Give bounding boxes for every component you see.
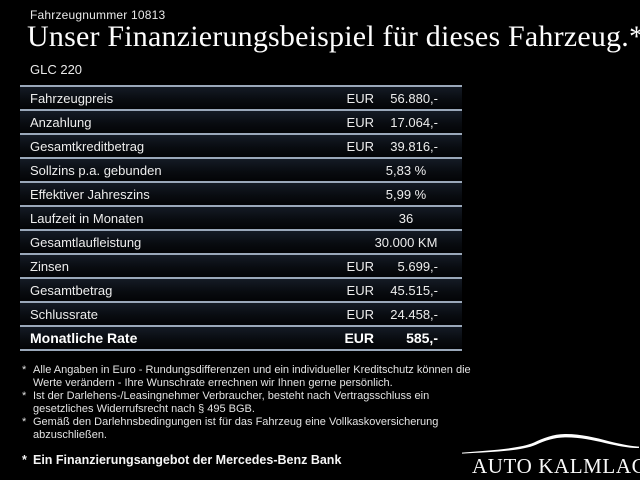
row-value: 5,83 % <box>385 162 427 178</box>
footnote-marker: * <box>22 416 27 428</box>
bank-note-text: Ein Finanzierungsangebot der Mercedes-Be… <box>33 453 342 467</box>
page-title: Unser Finanzierungsbeispiel für dieses F… <box>27 20 640 53</box>
footnote-marker: * <box>22 453 27 467</box>
vehicle-number: Fahrzeugnummer 10813 <box>30 8 166 22</box>
row-currency: EUR <box>346 306 374 322</box>
footnote: * Ist der Darlehens-/Leasingnehmer Verbra… <box>22 390 474 416</box>
row-value: 5,99 % <box>385 186 427 202</box>
finance-row: Effektiver Jahreszins 5,99 % <box>20 181 462 205</box>
row-value: 56.880,- <box>390 90 438 106</box>
row-label: Gesamtkreditbetrag <box>30 138 145 154</box>
finance-row: Anzahlung EUR 17.064,- <box>20 109 462 133</box>
row-value: 39.816,- <box>390 138 438 154</box>
row-currency: EUR <box>346 258 374 274</box>
row-label: Laufzeit in Monaten <box>30 210 144 226</box>
row-value: 36 <box>398 210 414 226</box>
dealer-logo: AUTO KALMLAGE <box>438 427 640 480</box>
footnotes: * Alle Angaben in Euro - Rundungsdifferen… <box>22 364 474 442</box>
footnote-marker: * <box>22 390 27 402</box>
row-label: Gesamtlaufleistung <box>30 234 142 250</box>
finance-row: Zinsen EUR 5.699,- <box>20 253 462 277</box>
row-value: 5.699,- <box>397 258 438 274</box>
row-currency: EUR <box>346 138 374 154</box>
finance-row: Gesamtkreditbetrag EUR 39.816,- <box>20 133 462 157</box>
row-label: Monatliche Rate <box>30 330 138 346</box>
row-currency: EUR <box>344 330 374 346</box>
row-label: Effektiver Jahreszins <box>30 186 150 202</box>
row-value: 585,- <box>406 330 438 346</box>
vehicle-model: GLC 220 <box>30 62 83 77</box>
footnote: * Alle Angaben in Euro - Rundungsdifferen… <box>22 364 474 390</box>
footnote-text: Gemäß den Darlehnsbedingungen ist für da… <box>33 416 439 441</box>
row-label: Sollzins p.a. gebunden <box>30 162 162 178</box>
finance-row: Fahrzeugpreis EUR 56.880,- <box>20 85 462 109</box>
row-currency: EUR <box>346 282 374 298</box>
row-label: Schlussrate <box>30 306 98 322</box>
footnote: * Gemäß den Darlehnsbedingungen ist für d… <box>22 416 474 442</box>
row-value: 24.458,- <box>390 306 438 322</box>
finance-row: Gesamtlaufleistung 30.000 KM <box>20 229 462 253</box>
finance-row: Laufzeit in Monaten 36 <box>20 205 462 229</box>
row-value: 45.515,- <box>390 282 438 298</box>
row-label: Fahrzeugpreis <box>30 90 114 106</box>
bank-note: * Ein Finanzierungsangebot der Mercedes-B… <box>22 453 442 467</box>
row-value: 17.064,- <box>390 114 438 130</box>
finance-row: Sollzins p.a. gebunden 5,83 % <box>20 157 462 181</box>
row-label: Gesamtbetrag <box>30 282 113 298</box>
finance-row: Schlussrate EUR 24.458,- <box>20 301 462 325</box>
row-currency: EUR <box>346 114 374 130</box>
row-label: Zinsen <box>30 258 70 274</box>
footnote-marker: * <box>22 364 27 376</box>
row-label: Anzahlung <box>30 114 92 130</box>
finance-row: Monatliche Rate EUR 585,- <box>20 325 462 349</box>
row-currency: EUR <box>346 90 374 106</box>
finance-row: Gesamtbetrag EUR 45.515,- <box>20 277 462 301</box>
finance-table: Fahrzeugpreis EUR 56.880,- Anzahlung EUR 17.0… <box>20 85 462 351</box>
footnote-text: Alle Angaben in Euro - Rundungsdifferenz… <box>33 364 471 389</box>
row-value: 30.000 KM <box>374 234 438 250</box>
footnote-text: Ist der Darlehens-/Leasingnehmer Verbrau… <box>33 390 430 415</box>
dealer-name: AUTO KALMLAGE <box>472 454 640 478</box>
